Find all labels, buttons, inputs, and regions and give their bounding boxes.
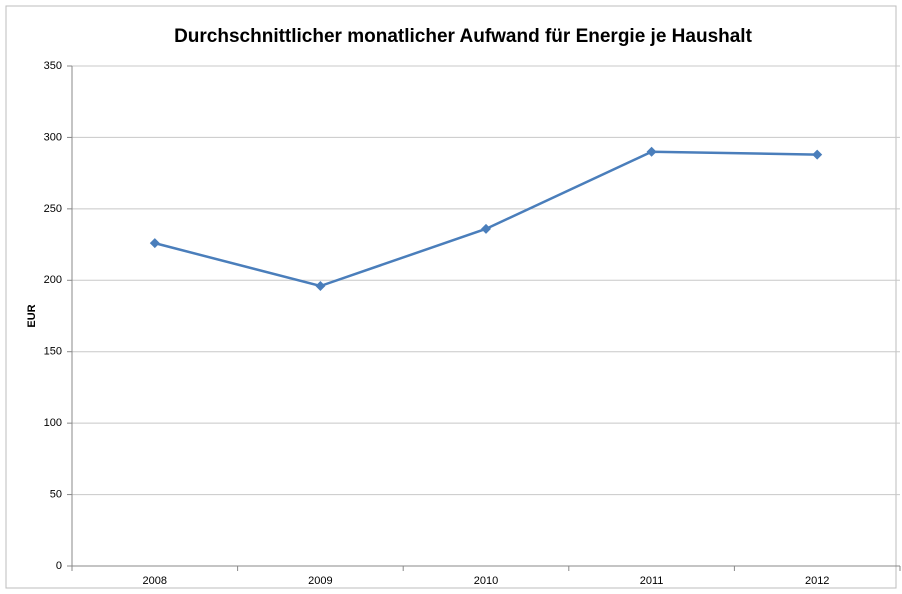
data-point: [315, 281, 326, 291]
y-tick-label: 300: [44, 131, 62, 143]
data-point: [481, 223, 491, 234]
data-point: [149, 238, 160, 249]
chart-border: [5, 5, 897, 589]
chart-title: Durchschnittlicher monatlicher Aufwand f…: [174, 26, 753, 47]
y-tick-label: 150: [44, 346, 62, 358]
y-tick-label: 200: [44, 274, 62, 286]
x-tick-label: 2009: [308, 575, 332, 587]
x-tick-label: 2012: [805, 575, 829, 587]
x-tick-label: 2011: [640, 575, 664, 587]
data-point: [812, 149, 823, 160]
x-tick-label: 2008: [143, 575, 167, 587]
y-tick-label: 50: [50, 488, 62, 500]
y-tick-label: 0: [56, 560, 62, 572]
x-tick-label: 2010: [474, 575, 498, 587]
y-axis-label: EUR: [26, 304, 38, 327]
y-tick-label: 250: [44, 203, 62, 215]
y-tick-label: 350: [44, 60, 62, 72]
y-tick-label: 100: [44, 417, 62, 429]
data-point: [646, 146, 657, 157]
